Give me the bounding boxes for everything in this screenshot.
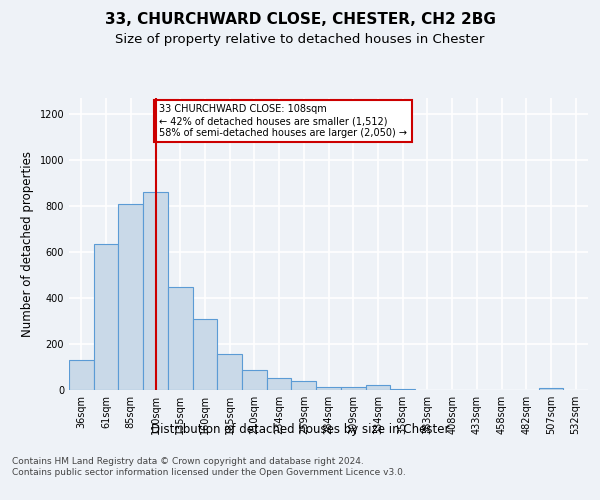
Bar [193,319,217,390]
Text: 33 CHURCHWARD CLOSE: 108sqm
← 42% of detached houses are smaller (1,512)
58% of : 33 CHURCHWARD CLOSE: 108sqm ← 42% of det… [159,104,407,138]
Bar [217,354,242,390]
Bar [292,381,316,390]
Bar [267,378,292,390]
Bar [94,244,118,390]
Bar [539,388,563,390]
Bar [168,287,193,390]
Bar [118,204,143,390]
Bar [69,360,94,390]
Bar [341,386,365,390]
Text: Contains HM Land Registry data © Crown copyright and database right 2024.
Contai: Contains HM Land Registry data © Crown c… [12,458,406,477]
Text: Size of property relative to detached houses in Chester: Size of property relative to detached ho… [115,32,485,46]
Bar [242,370,267,390]
Bar [143,192,168,390]
Bar [365,386,390,390]
Text: 33, CHURCHWARD CLOSE, CHESTER, CH2 2BG: 33, CHURCHWARD CLOSE, CHESTER, CH2 2BG [104,12,496,28]
Bar [390,389,415,390]
Bar [316,386,341,390]
Y-axis label: Number of detached properties: Number of detached properties [21,151,34,337]
Text: Distribution of detached houses by size in Chester: Distribution of detached houses by size … [151,422,449,436]
